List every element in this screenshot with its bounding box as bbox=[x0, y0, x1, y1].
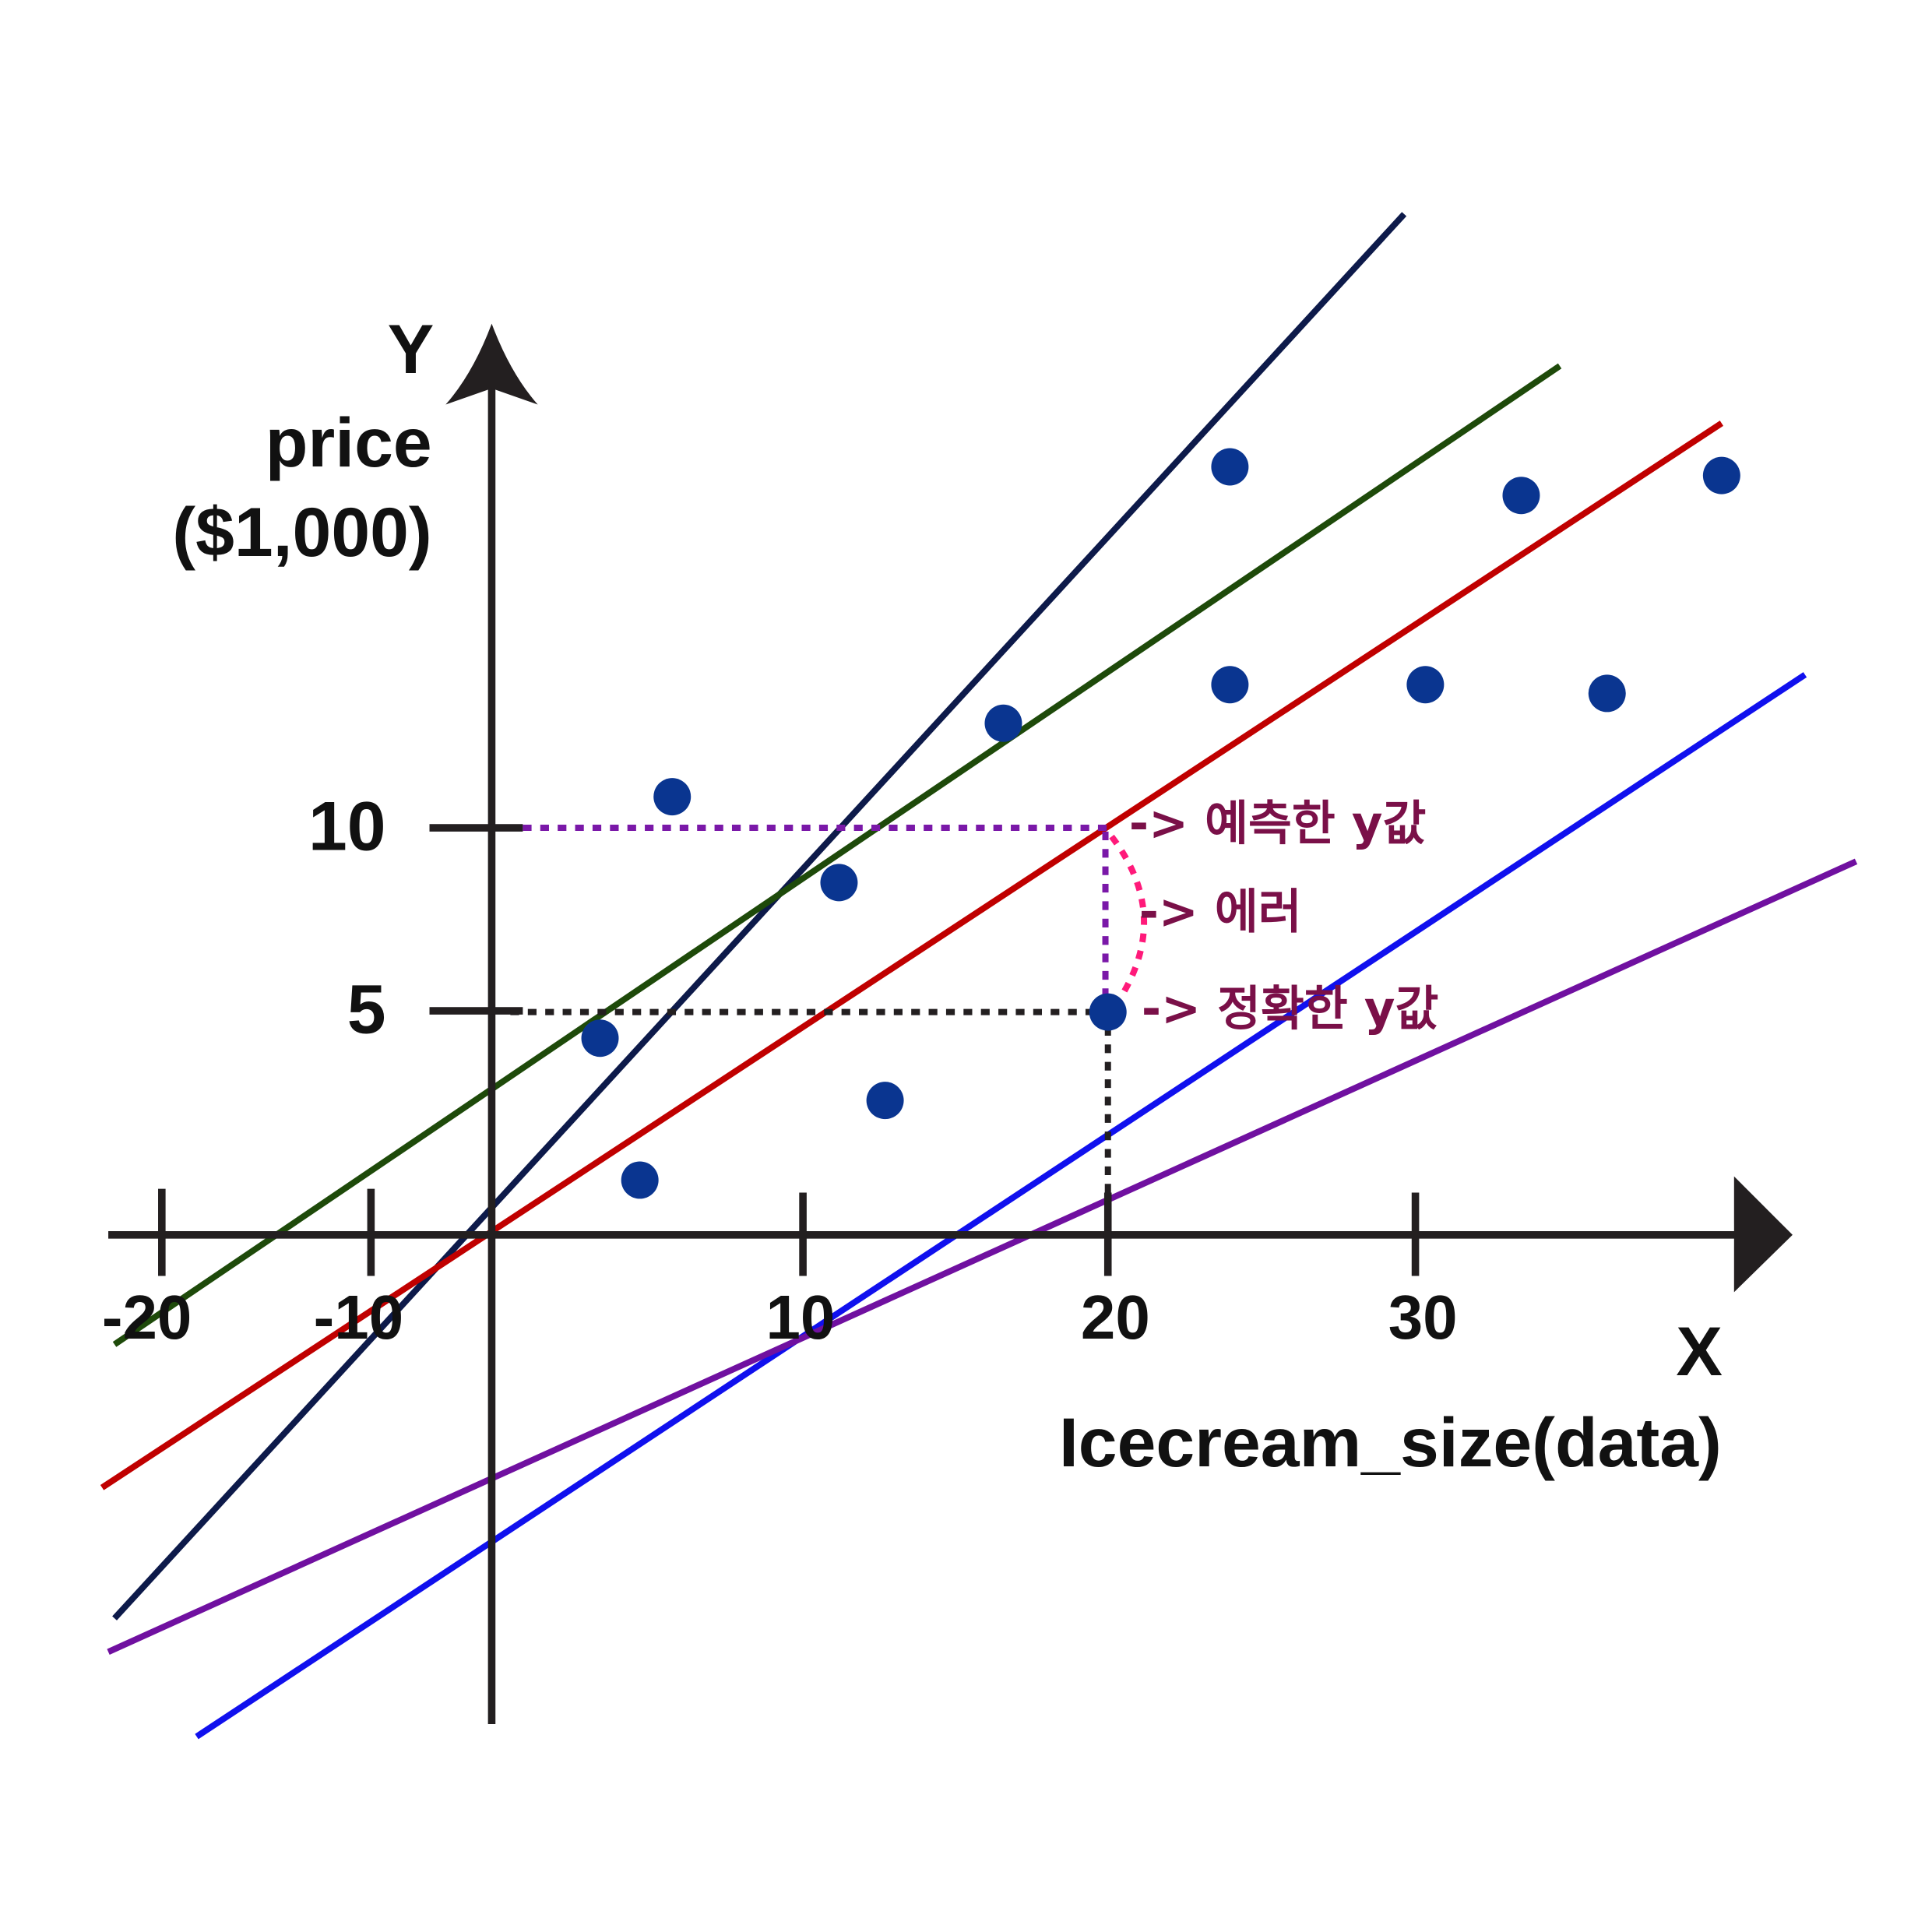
y-tick-label: 10 bbox=[308, 787, 386, 864]
points bbox=[581, 448, 1740, 1199]
x-arrow bbox=[1733, 1176, 1793, 1293]
x-tick-label: 10 bbox=[765, 1283, 835, 1352]
x-title: Icecream_size(data) bbox=[1059, 1403, 1722, 1481]
point bbox=[581, 1019, 619, 1057]
guides bbox=[510, 825, 1147, 1233]
point bbox=[1588, 674, 1626, 713]
point bbox=[1502, 477, 1540, 515]
point bbox=[1211, 666, 1249, 704]
y-arrow bbox=[445, 323, 538, 405]
x-tick-label: -20 bbox=[102, 1283, 192, 1352]
x-tick-label: -10 bbox=[314, 1283, 404, 1352]
point bbox=[1702, 456, 1740, 494]
line bbox=[195, 672, 1807, 1740]
point bbox=[1211, 448, 1249, 486]
line bbox=[100, 421, 1724, 1490]
point bbox=[653, 778, 692, 816]
point bbox=[820, 864, 858, 902]
error-curve bbox=[1109, 834, 1147, 1013]
y-label: Y bbox=[388, 310, 435, 388]
x-tick-label: 20 bbox=[1081, 1283, 1150, 1352]
annotation: -> 에러 bbox=[1139, 885, 1302, 940]
point bbox=[1406, 666, 1445, 704]
point bbox=[1089, 993, 1127, 1031]
annotation: -> 예측한 y값 bbox=[1129, 797, 1426, 851]
x-label: X bbox=[1676, 1312, 1723, 1390]
line bbox=[107, 858, 1858, 1655]
annotation: -> 정확한 y값 bbox=[1142, 982, 1438, 1036]
point bbox=[866, 1082, 904, 1120]
lines bbox=[100, 212, 1858, 1740]
y-title: price bbox=[266, 403, 432, 481]
point bbox=[984, 704, 1022, 742]
x-tick-label: 30 bbox=[1388, 1283, 1458, 1352]
y-tick-label: 5 bbox=[347, 970, 386, 1047]
point bbox=[621, 1161, 659, 1199]
line bbox=[112, 212, 1407, 1621]
y-title: ($1,000) bbox=[172, 493, 431, 571]
line bbox=[112, 363, 1562, 1347]
